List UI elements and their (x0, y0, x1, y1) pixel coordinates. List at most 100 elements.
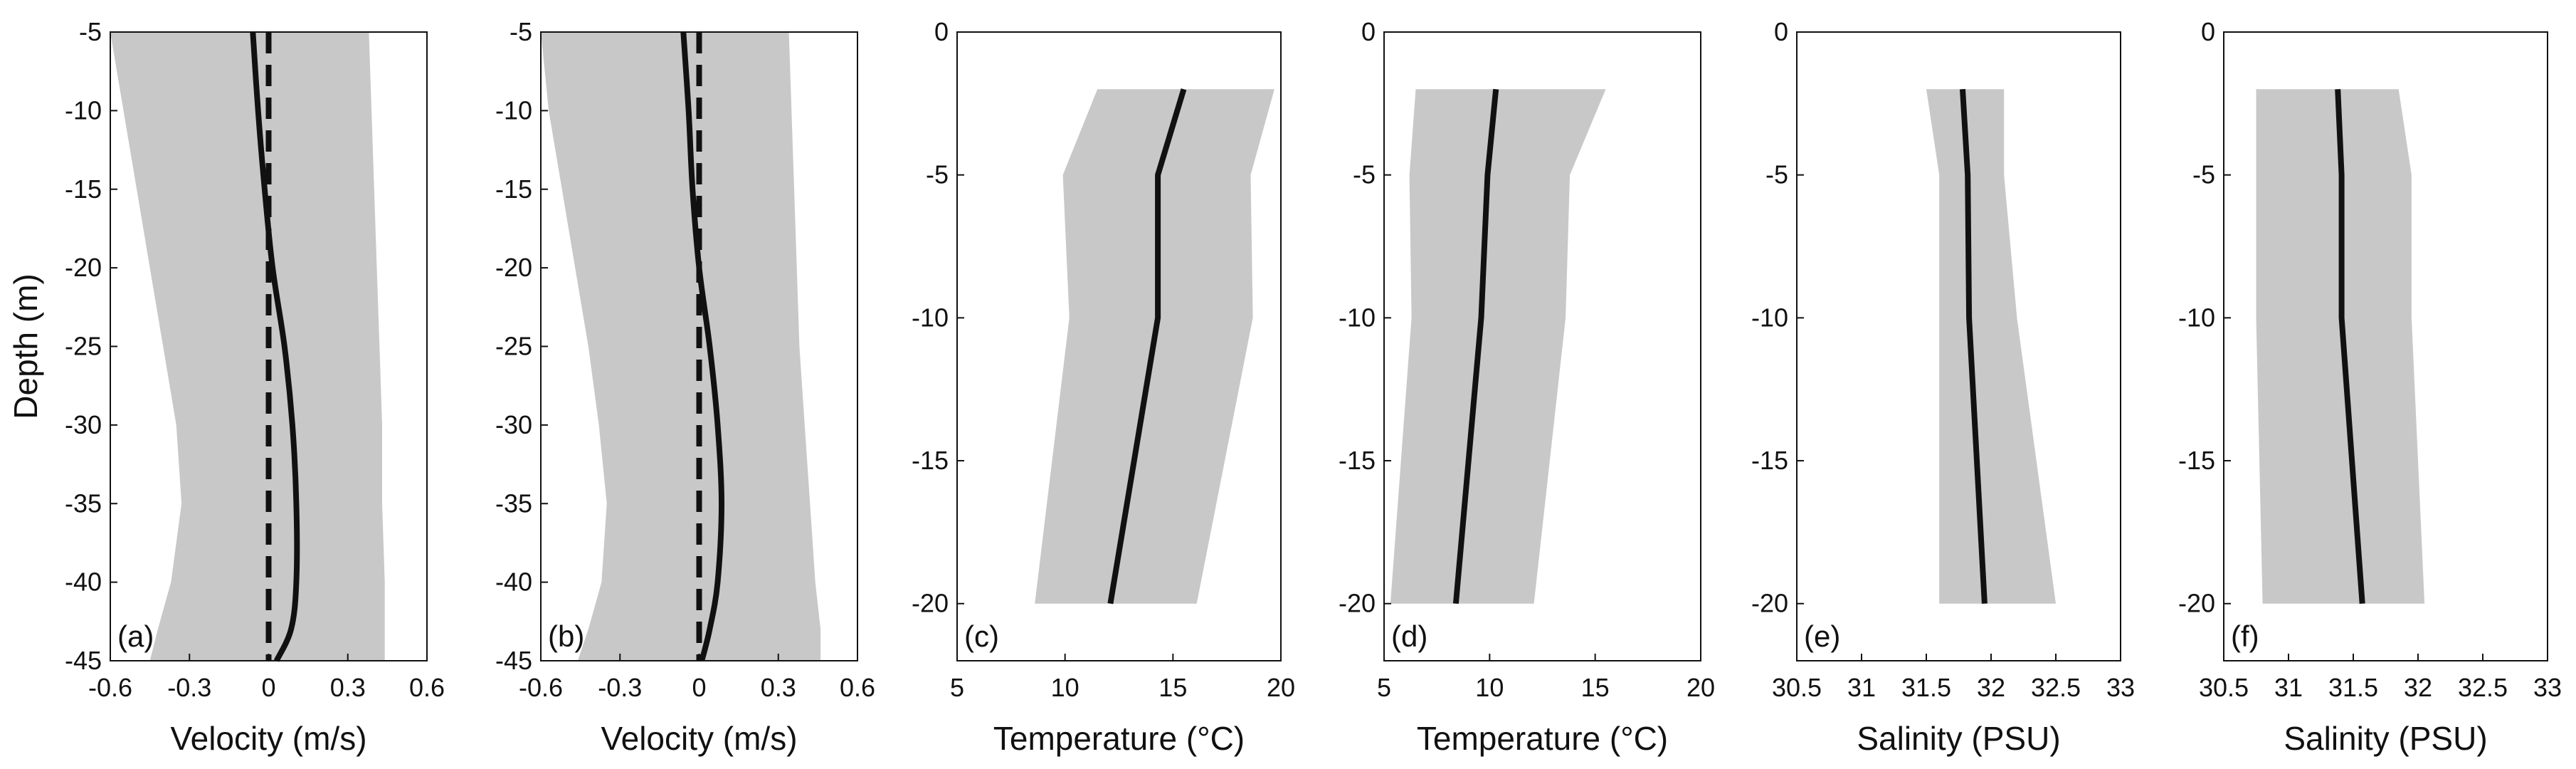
y-tick-label: 0 (2201, 17, 2215, 46)
x-tick-label: 30.5 (1772, 673, 1822, 702)
y-tick-label: -10 (1339, 303, 1376, 332)
panel-label: (e) (1804, 619, 1840, 653)
y-tick-label: -10 (2178, 303, 2215, 332)
x-tick-label: 0.6 (840, 673, 875, 702)
x-tick-label: -0.3 (598, 673, 642, 702)
panel-4: 5 10 15 20 0 -5 -10 -15 -20 Temperature (°C) (d) (1339, 17, 1715, 757)
y-tick-label: -20 (1339, 589, 1376, 618)
x-tick-label: 5 (1377, 673, 1391, 702)
y-tick-label: -30 (65, 410, 102, 439)
x-tick-label: 32 (1977, 673, 2005, 702)
x-tick-label: 32.5 (2458, 673, 2508, 702)
range-band (2256, 89, 2425, 604)
y-tick-label: -15 (912, 446, 949, 475)
x-axis-label: Velocity (m/s) (601, 720, 797, 757)
panel-3: 5 10 15 20 0 -5 -10 -15 -20 Temperature (°C) (c) (912, 17, 1295, 757)
x-tick-label: 31.5 (1901, 673, 1951, 702)
y-tick-label: -5 (926, 160, 949, 189)
x-axis-label: Velocity (m/s) (170, 720, 366, 757)
y-tick-label: -10 (495, 95, 532, 125)
mean-profile-line (1960, 89, 1988, 604)
y-tick-label: -40 (495, 567, 532, 597)
panel-5: 30.5 31 31.5 32 32.5 33 0 -5 -10 -15 -20 Salinity (… (1751, 17, 2135, 757)
y-tick-label: -35 (65, 488, 102, 518)
panel-label: (a) (117, 619, 154, 653)
x-tick-label: -0.6 (519, 673, 563, 702)
x-tick-label: 30.5 (2199, 673, 2249, 702)
y-axis-label: Depth (m) (7, 273, 44, 419)
y-tick-label: -40 (65, 567, 102, 597)
x-tick-label: 33 (2106, 673, 2135, 702)
y-tick-label: -20 (495, 253, 532, 282)
y-tick-label: -5 (79, 17, 102, 46)
y-tick-label: -5 (2192, 160, 2215, 189)
panel-label: (b) (548, 619, 584, 653)
mean-profile-line (250, 31, 300, 662)
mean-profile-line (1107, 88, 1187, 605)
axes-box (956, 31, 1282, 661)
x-tick-label: 0 (692, 673, 706, 702)
y-tick-label: -5 (510, 17, 532, 46)
x-tick-label: 20 (1267, 673, 1295, 702)
y-tick-label: -10 (65, 95, 102, 125)
range-band (541, 32, 821, 661)
x-tick-label: 0.3 (761, 673, 796, 702)
x-tick-label: -0.6 (88, 673, 132, 702)
y-tick-label: -25 (495, 332, 532, 361)
y-tick-label: 0 (934, 17, 949, 46)
x-axis-label: Salinity (PSU) (2284, 720, 2487, 757)
y-tick-label: -20 (1751, 589, 1788, 618)
y-tick-label: -25 (65, 332, 102, 361)
y-tick-label: -45 (495, 646, 532, 675)
x-axis-label: Salinity (PSU) (1857, 720, 2060, 757)
x-tick-label: 0 (261, 673, 275, 702)
y-tick-label: -5 (1353, 160, 1376, 189)
y-tick-label: -45 (65, 646, 102, 675)
y-tick-label: -20 (912, 589, 949, 618)
x-tick-label: 5 (950, 673, 964, 702)
mean-profile-line (680, 31, 724, 662)
panel-label: (c) (964, 619, 999, 653)
x-axis-label: Temperature (°C) (993, 720, 1245, 757)
x-tick-label: 15 (1158, 673, 1187, 702)
y-tick-label: -20 (2178, 589, 2215, 618)
mean-profile-line (1452, 88, 1499, 605)
x-tick-label: -0.3 (167, 673, 211, 702)
x-tick-label: 32.5 (2031, 673, 2081, 702)
x-tick-label: 10 (1051, 673, 1080, 702)
y-tick-label: -35 (495, 488, 532, 518)
axes-box (1383, 31, 1701, 661)
x-tick-label: 20 (1686, 673, 1715, 702)
axes-box (1796, 31, 2121, 661)
y-tick-label: -30 (495, 410, 532, 439)
x-tick-label: 32 (2404, 673, 2432, 702)
y-tick-label: -20 (65, 253, 102, 282)
y-tick-label: -15 (1751, 446, 1788, 475)
y-tick-label: -10 (1751, 303, 1788, 332)
y-tick-label: -15 (65, 174, 102, 204)
panel-label: (d) (1391, 619, 1427, 653)
x-tick-label: 10 (1475, 673, 1504, 702)
y-tick-label: -15 (495, 174, 532, 204)
panel-2: -0.6 -0.3 0 0.3 0.6 -5 -10 -15 -20 -25 -30 -35 -40 -4… (495, 17, 875, 757)
y-tick-label: -10 (912, 303, 949, 332)
mean-profile-line (2335, 89, 2365, 604)
range-band (110, 32, 385, 661)
range-band (1390, 89, 1606, 604)
x-tick-label: 0.6 (409, 673, 445, 702)
range-band (1926, 89, 2056, 604)
x-tick-label: 15 (1581, 673, 1610, 702)
y-tick-label: 0 (1361, 17, 1376, 46)
panel-1: -0.6 -0.3 0 0.3 0.6 -5 -10 -15 -20 -25 -30 -35 -40 -4… (7, 17, 445, 757)
y-tick-label: -15 (1339, 446, 1376, 475)
panel-6: 30.5 31 31.5 32 32.5 33 0 -5 -10 -15 -20 Salinity (… (2178, 17, 2562, 757)
y-tick-label: 0 (1774, 17, 1788, 46)
x-tick-label: 31.5 (2328, 673, 2378, 702)
x-tick-label: 31 (1847, 673, 1876, 702)
x-tick-label: 31 (2274, 673, 2303, 702)
x-tick-label: 0.3 (330, 673, 366, 702)
y-tick-label: -15 (2178, 446, 2215, 475)
x-tick-label: 33 (2533, 673, 2562, 702)
x-axis-label: Temperature (°C) (1417, 720, 1668, 757)
